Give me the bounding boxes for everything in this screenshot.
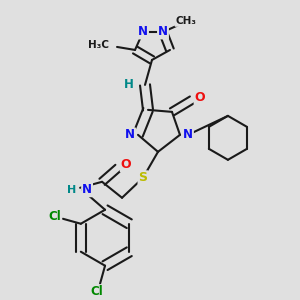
Text: N: N — [125, 128, 135, 141]
Text: CH₃: CH₃ — [176, 16, 197, 26]
Text: H: H — [124, 78, 134, 92]
Text: O: O — [195, 92, 205, 104]
Text: Cl: Cl — [91, 285, 103, 298]
Text: N: N — [183, 128, 193, 141]
Text: H: H — [68, 185, 77, 195]
Text: Cl: Cl — [49, 210, 61, 223]
Text: S: S — [139, 171, 148, 184]
Text: N: N — [82, 183, 92, 196]
Text: N: N — [138, 26, 148, 38]
Text: O: O — [121, 158, 131, 171]
Text: H₃C: H₃C — [88, 40, 109, 50]
Text: N: N — [158, 26, 168, 38]
